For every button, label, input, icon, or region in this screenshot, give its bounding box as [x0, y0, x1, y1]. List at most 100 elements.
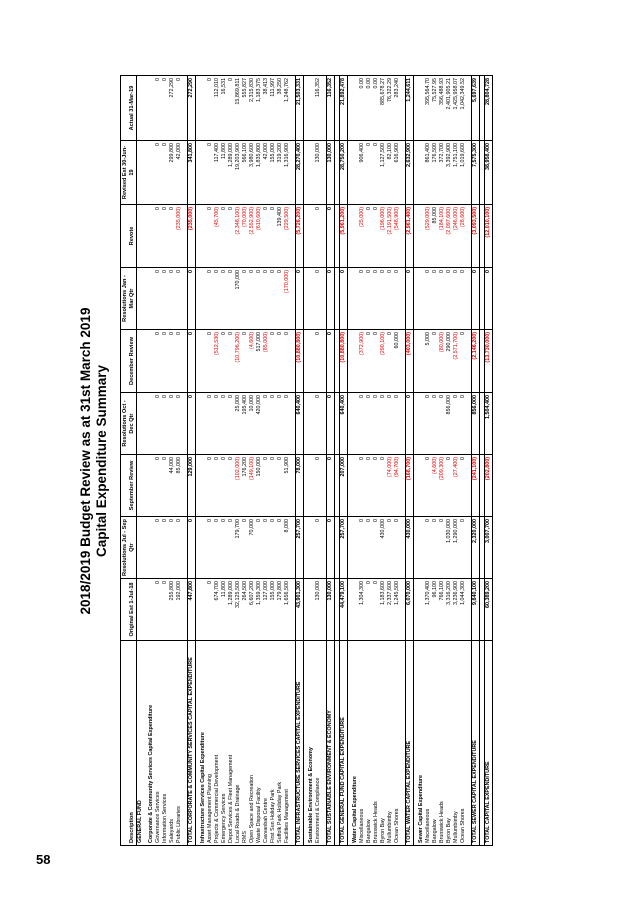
table-row: Byron Bay 1,183,600 430,000 0 0 (290,100) 0 (19…	[380, 75, 388, 846]
cell-value: 1,245,500	[394, 578, 402, 641]
cell-value: 856,000	[446, 392, 454, 455]
row-description: Waste Disposal Facility	[256, 787, 263, 843]
cell-value: (25,000)	[359, 204, 367, 268]
cell-value	[418, 75, 426, 141]
cell-value	[418, 140, 426, 205]
cell-value	[352, 392, 360, 455]
cell-value	[308, 516, 316, 579]
cell-value: 0	[326, 516, 335, 579]
cell-value: (13,730,000)	[484, 329, 493, 393]
cell-value: 0	[228, 392, 236, 455]
cell-value: 38,250	[277, 75, 285, 141]
cell-value: (548,900)	[394, 204, 402, 268]
cell-value: 15,869,811	[235, 75, 243, 141]
column-header: Original Est 1-Jul-18	[120, 578, 137, 641]
cell-value: (10,796,200)	[235, 329, 243, 393]
row-description: Miscellaneous	[359, 808, 366, 843]
cell-value: 9,840,100	[471, 578, 480, 641]
table-row: Public Libraries 192,000 0 85,000 0 0 0 (235,00…	[176, 75, 184, 846]
section-row: Corporate & Community Services Capital E…	[148, 75, 156, 846]
cell-value: 0	[155, 140, 163, 205]
cell-value: (5,726,200)	[295, 204, 304, 268]
cell-value: 0	[221, 267, 229, 330]
table-row: Saleyards 255,800 0 44,000 0 0 0 0 299,800 272,29…	[169, 75, 177, 846]
cell-value: 0	[176, 329, 184, 393]
cell-value: (12,010,100)	[484, 204, 493, 268]
cell-value	[418, 578, 426, 641]
cell-value: (2,097,600)	[446, 204, 454, 268]
cell-value: 0	[460, 392, 468, 455]
cell-value: 0	[315, 204, 323, 268]
cell-value: 0	[221, 329, 229, 393]
cell-value: 0	[221, 454, 229, 517]
cell-value: 0	[207, 267, 215, 330]
cell-value: 1,044,300	[460, 578, 468, 641]
cell-value: 112,010	[214, 75, 222, 141]
cell-value: 0	[394, 516, 402, 579]
table-row: Depot Services & Fleet Management 1,289,0…	[228, 75, 236, 846]
cell-value: 179,700	[235, 516, 243, 579]
cell-value	[352, 454, 360, 517]
cell-value: (2,961,400)	[405, 204, 414, 268]
cell-value	[148, 267, 156, 330]
cell-value: (28,600)	[460, 204, 468, 268]
cell-value: 264,500	[242, 578, 250, 641]
cell-value: 0	[228, 516, 236, 579]
cell-value: (2,552,900)	[249, 204, 257, 268]
cell-value: 1,656,500	[284, 578, 292, 641]
cell-value: 861,400	[425, 140, 433, 205]
total-row: TOTAL SEWER CAPITAL EXPENDITURE 9,840,100…	[471, 75, 480, 846]
cell-value: 0	[373, 392, 381, 455]
cell-value: 0	[432, 392, 440, 455]
cell-value	[200, 75, 208, 141]
cell-value: (184,100)	[439, 204, 447, 268]
cell-value: (170,000)	[284, 267, 292, 330]
cell-value: 0	[263, 516, 271, 579]
cell-value: 1,248,762	[284, 75, 292, 141]
cell-value: 640,400	[295, 392, 304, 455]
row-description: RMS	[242, 831, 249, 843]
column-header: December Review	[120, 329, 137, 393]
cell-value: 257,700	[339, 516, 348, 579]
cell-value	[352, 516, 360, 579]
cell-value: 0	[315, 516, 323, 579]
cell-value	[308, 204, 316, 268]
cell-value: 0	[221, 516, 229, 579]
cell-value: (2,571,700)	[453, 329, 461, 393]
cell-value: 38,413	[263, 75, 271, 141]
cell-value: 0	[366, 267, 374, 330]
cell-value: (246,000)	[453, 204, 461, 268]
cell-value: 0	[432, 329, 440, 393]
cell-value: (70,000)	[242, 204, 250, 268]
cell-value: 430,000	[380, 516, 388, 579]
cell-value	[136, 454, 145, 517]
cell-value: 207,000	[339, 454, 348, 517]
cell-value	[200, 329, 208, 393]
cell-value: 6,607,200	[249, 578, 257, 641]
table-row: Brunswick Heads 766,100 0 (209,300) 0 (80,000…	[439, 75, 447, 846]
cell-value: 0	[162, 392, 170, 455]
cell-value: 42,000	[263, 140, 271, 205]
cell-value: 0	[263, 204, 271, 268]
row-description: TOTAL WATER CAPITAL EXPENDITURE	[405, 640, 414, 846]
cell-value	[418, 516, 426, 579]
cell-value: 75,527.95	[432, 75, 440, 141]
cell-value: 0	[207, 392, 215, 455]
cell-value: 2,401,905.21	[446, 75, 454, 141]
cell-value: 906,400	[359, 140, 367, 205]
table-row: Projects & Commercial Development 674,700…	[214, 75, 222, 846]
total-row: TOTAL CORPORATE & COMMUNITY SERVICES CAP…	[187, 75, 196, 846]
cell-value: 0	[277, 329, 285, 393]
cell-value: 0	[425, 454, 433, 517]
cell-value: 32,125,500	[235, 578, 243, 641]
cell-value: 0	[295, 267, 304, 330]
cell-value: 0	[359, 392, 367, 455]
cell-value: 0	[263, 392, 271, 455]
row-description: Byron Bay	[446, 818, 453, 843]
cell-value: (610,600)	[256, 204, 264, 268]
cell-value: 44,000	[169, 454, 177, 517]
cell-value: 0	[207, 454, 215, 517]
cell-value: 1,127,500	[380, 140, 388, 205]
cell-value: 0	[446, 267, 454, 330]
cell-value	[136, 516, 145, 579]
